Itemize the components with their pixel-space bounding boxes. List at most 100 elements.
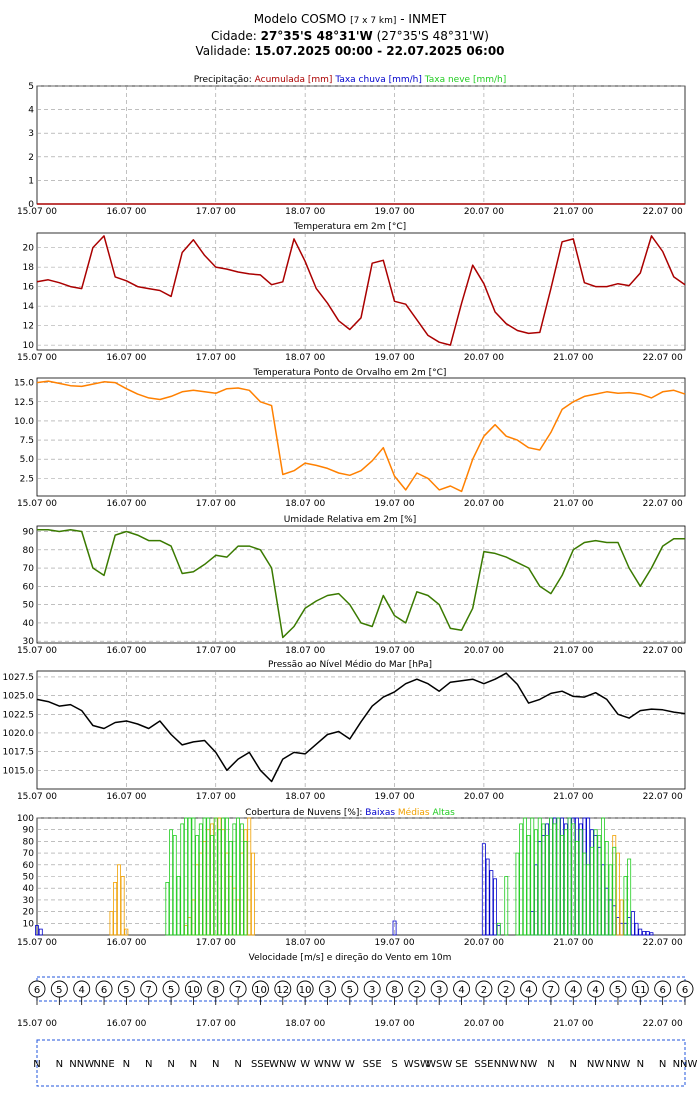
clouds-xtick-label: 21.07 00	[553, 938, 593, 948]
rh-ytick-label: 40	[23, 619, 35, 629]
clouds-bar-médias	[191, 899, 196, 936]
wind-direction-value: NNE	[93, 1059, 114, 1070]
precip-ytick-label: 5	[28, 82, 34, 92]
dew-ytick-label: 15.0	[14, 379, 34, 389]
clouds-bar-altas	[187, 817, 192, 936]
wind-speed-circle	[229, 980, 247, 998]
dew-xtick-label: 20.07 00	[464, 499, 504, 509]
clouds-bar-altas	[206, 817, 211, 936]
wind-speed-circle	[475, 980, 493, 998]
clouds-bar-baixas	[537, 841, 542, 936]
wind-speed-value: 6	[659, 985, 665, 996]
clouds-bar-altas	[243, 841, 248, 936]
clouds-bar-baixas	[638, 928, 643, 936]
wind-speed-value: 4	[570, 985, 576, 996]
temp-xtick-label: 21.07 00	[553, 353, 593, 363]
wind-direction-value: N	[570, 1059, 577, 1070]
rh-xtick-label: 22.07 00	[643, 646, 683, 656]
clouds-bar-altas	[534, 829, 538, 936]
clouds-bar-baixas	[530, 911, 535, 936]
dew-xtick-label: 19.07 00	[374, 499, 414, 509]
model-resolution: [7 x 7 km]	[350, 16, 397, 26]
wind-direction-value: N	[234, 1059, 241, 1070]
precip-xtick-label: 20.07 00	[464, 207, 504, 217]
wind-direction-value: N	[123, 1059, 130, 1070]
clouds-bar-altas	[504, 876, 509, 936]
validity-range: 15.07.2025 00:00 - 22.07.2025 06:00	[254, 44, 505, 58]
clouds-bar-baixas	[593, 835, 598, 936]
precip-xtick-label: 19.07 00	[374, 207, 414, 217]
wind-speed-value: 10	[187, 985, 200, 996]
clouds-bar-altas	[593, 829, 598, 936]
clouds-bar-altas	[165, 882, 170, 936]
wind-speed-circle	[251, 980, 269, 998]
precip-xtick-label: 15.07 00	[17, 207, 57, 217]
pressure-ytick-label: 1027.5	[3, 673, 35, 683]
clouds-bar-baixas	[589, 829, 594, 936]
clouds-bar-baixas	[493, 878, 497, 936]
wind-speed-circle	[184, 980, 202, 998]
clouds-bar-altas	[213, 817, 218, 936]
wind-direction-value: WSW	[426, 1059, 452, 1070]
wind-xtick-label: 15.07 00	[17, 1019, 57, 1029]
clouds-xtick-label: 22.07 00	[643, 938, 683, 948]
clouds-bar-altas	[597, 835, 602, 936]
wind-direction-value: NW	[587, 1059, 604, 1070]
wind-speed-value: 4	[458, 985, 464, 996]
rh-title: Umidade Relativa em 2m [%]	[284, 515, 416, 525]
clouds-bar-altas	[217, 829, 222, 936]
wind-speed-value: 2	[414, 985, 420, 996]
clouds-xtick-label: 17.07 00	[196, 938, 236, 948]
wind-speed-circle	[296, 980, 314, 998]
city-coords: 27°35'S 48°31'W	[260, 29, 373, 43]
clouds-bar-altas	[195, 835, 200, 936]
wind-speed-circle	[408, 980, 426, 998]
wind-direction-value: NNW	[673, 1059, 698, 1070]
wind-speed-value: 2	[481, 985, 487, 996]
precip-title-prefix: Precipitação:	[194, 75, 255, 85]
wind-speed-value: 3	[436, 985, 442, 996]
wind-speed-value: 4	[525, 985, 531, 996]
rh-plot-frame	[36, 525, 686, 644]
wind-speed-circle	[207, 980, 225, 998]
wind-speed-value: 6	[682, 985, 688, 996]
wind-direction-value: N	[190, 1059, 197, 1070]
wind-xtick-label: 16.07 00	[106, 1019, 146, 1029]
clouds-bar-médias	[236, 899, 240, 936]
clouds-bar-altas	[563, 829, 568, 936]
rh-xtick-label: 18.07 00	[285, 646, 325, 656]
clouds-bar-altas	[582, 852, 587, 936]
clouds-bar-médias	[206, 829, 211, 936]
clouds-bar-baixas	[597, 846, 602, 936]
wind-direction-box	[36, 1039, 686, 1087]
clouds-bar-altas	[239, 823, 244, 936]
pressure-ytick-label: 1025.0	[3, 692, 35, 702]
dew-xtick-label: 15.07 00	[17, 499, 57, 509]
clouds-bar-altas	[556, 817, 561, 936]
wind-xtick-label: 20.07 00	[464, 1019, 504, 1029]
clouds-bar-médias	[619, 899, 624, 936]
clouds-bar-médias	[210, 823, 214, 936]
clouds-bar-altas	[236, 817, 240, 936]
wind-direction-value: NNW	[69, 1059, 94, 1070]
dew-ytick-label: 12.5	[14, 398, 34, 408]
wind-speed-circle	[453, 980, 471, 998]
precip-title: Precipitação: Acumulada [mm] Taxa chuva …	[194, 75, 506, 85]
clouds-bar-baixas	[612, 905, 617, 936]
clouds-bar-médias	[221, 829, 226, 936]
wind-xtick-label: 21.07 00	[553, 1019, 593, 1029]
wind-direction-value: SSE	[363, 1059, 382, 1070]
temp-ytick-label: 10	[23, 341, 35, 351]
rh-xtick-label: 16.07 00	[106, 646, 146, 656]
rh-ytick-label: 50	[23, 601, 35, 611]
rh-ytick-label: 90	[23, 527, 35, 537]
clouds-bar-altas	[578, 829, 583, 936]
precip-xtick-label: 18.07 00	[285, 207, 325, 217]
clouds-bar-altas	[169, 829, 173, 936]
clouds-bar-altas	[552, 823, 557, 936]
clouds-bar-baixas	[627, 917, 632, 936]
wind-speed-value: 5	[123, 985, 129, 996]
precip-legend-entry: Taxa neve [mm/h]	[424, 75, 506, 85]
rh-xtick-label: 19.07 00	[374, 646, 414, 656]
